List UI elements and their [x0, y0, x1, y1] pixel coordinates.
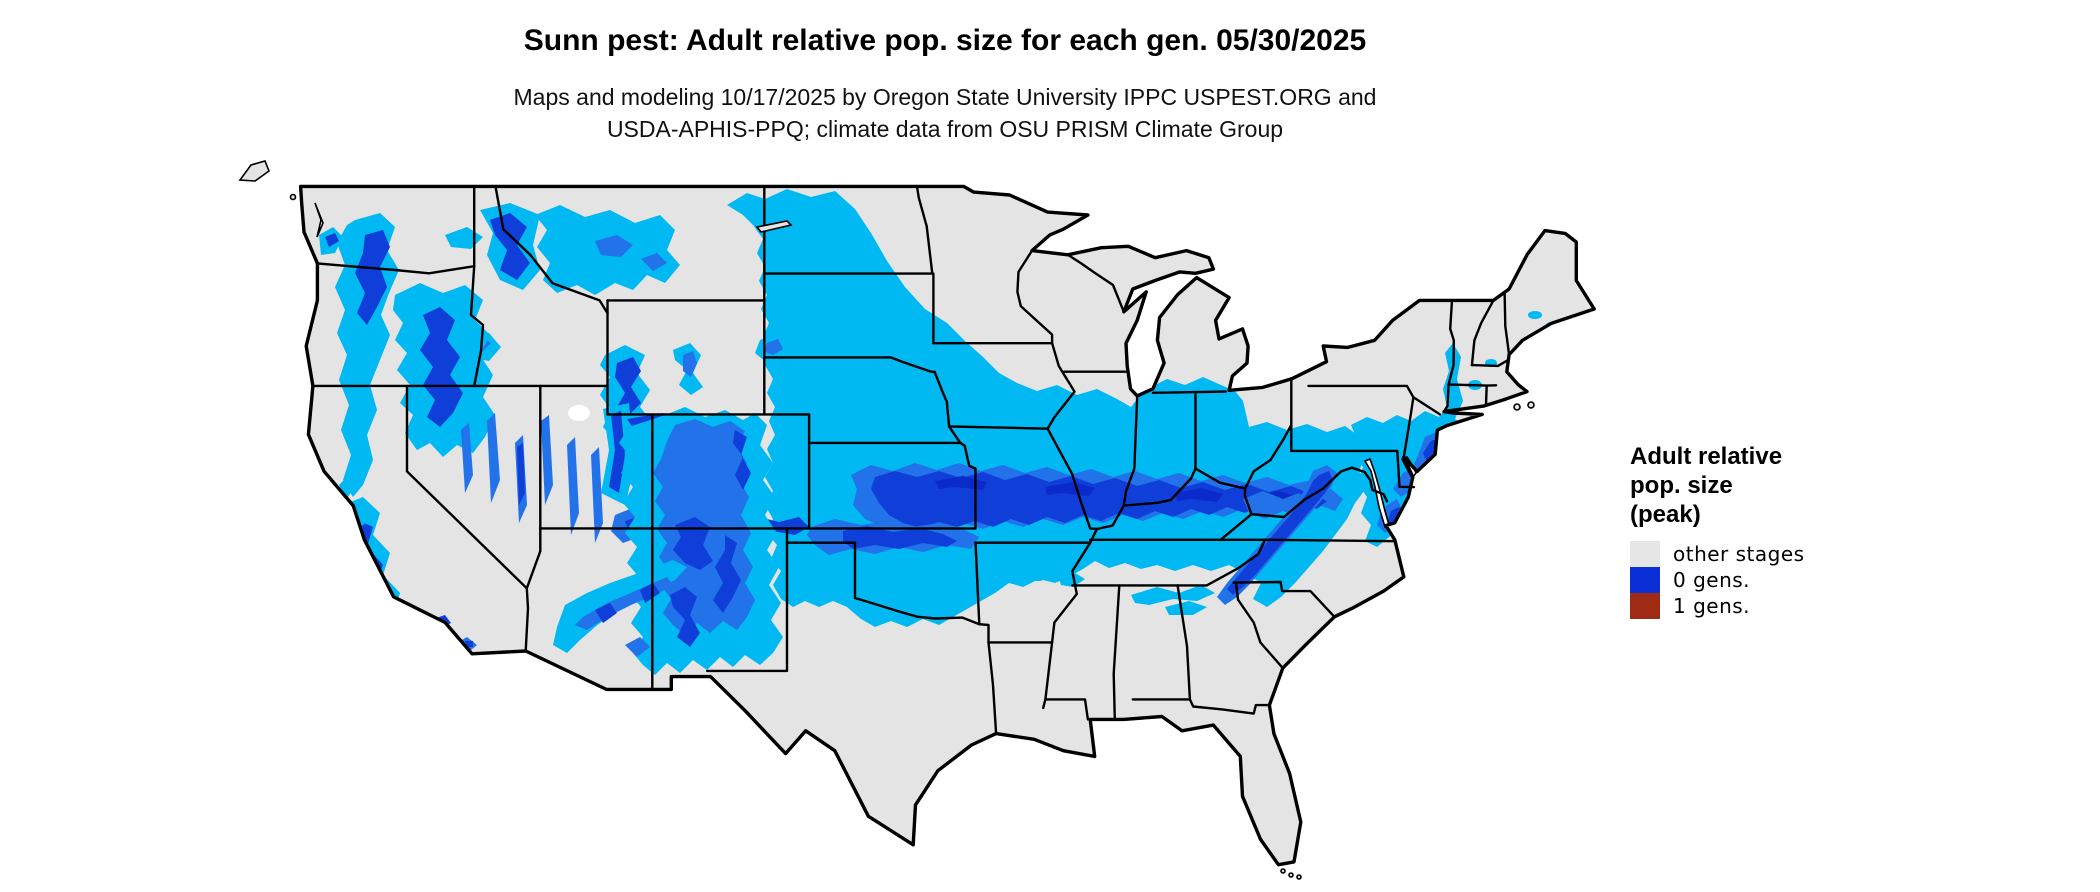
map-container: [225, 160, 1600, 885]
legend-title-line-1: Adult relative: [1630, 443, 1783, 470]
page-title: Sunn pest: Adult relative pop. size for …: [523, 24, 1367, 57]
puget-sound: [314, 202, 324, 238]
legend: Adult relative pop. size (peak) other st…: [1630, 442, 1860, 619]
legend-swatch-1-gens: [1630, 593, 1660, 619]
florida-key-2: [1288, 872, 1294, 878]
subtitle-line-1: Maps and modeling 10/17/2025 by Oregon S…: [513, 84, 1377, 110]
state-borders: [311, 185, 1511, 735]
islands: [238, 160, 1535, 880]
legend-label-0-gens: 0 gens.: [1673, 568, 1751, 592]
florida-key-1: [1280, 868, 1286, 874]
legend-item-0-gens: 0 gens.: [1630, 567, 1860, 593]
subtitle-line-2: USDA-APHIS-PPQ; climate data from OSU PR…: [606, 116, 1284, 142]
great-salt-lake: [568, 405, 590, 421]
legend-title-line-2: pop. size: [1630, 472, 1733, 499]
legend-title-line-3: (peak): [1630, 501, 1701, 528]
legend-title: Adult relative pop. size (peak): [1630, 442, 1860, 529]
vancouver-island-tip: [238, 160, 270, 182]
legend-item-1-gens: 1 gens.: [1630, 593, 1860, 619]
nantucket: [1527, 401, 1535, 409]
legend-items: other stages 0 gens. 1 gens.: [1630, 541, 1860, 619]
us-map: [238, 160, 1596, 880]
florida-key-3: [1296, 874, 1302, 880]
chesapeake-bay: [1363, 457, 1390, 529]
isle-royale: [755, 220, 793, 233]
marthas-vineyard: [1513, 403, 1521, 411]
legend-item-other-stages: other stages: [1630, 541, 1860, 567]
san-juan-island: [289, 193, 297, 201]
legend-label-1-gens: 1 gens.: [1673, 594, 1751, 618]
legend-swatch-0-gens: [1630, 567, 1660, 593]
legend-label-other-stages: other stages: [1673, 542, 1805, 566]
legend-swatch-other-stages: [1630, 541, 1660, 567]
population-overlay: [319, 189, 1556, 675]
conus-outline: [298, 184, 1596, 867]
